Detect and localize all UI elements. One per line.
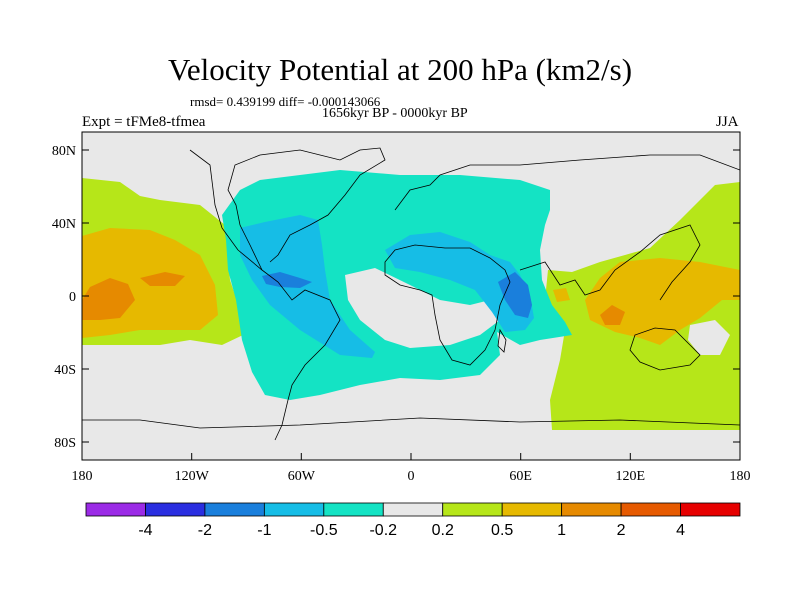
pacific-strong-region-2 xyxy=(140,272,185,286)
lon-tick-label: 180 xyxy=(72,469,93,484)
colorbar-label: -0.5 xyxy=(310,522,338,539)
caribbean-negative-region xyxy=(240,215,375,358)
period-subtitle: 1656kyr BP - 0000kyr BP xyxy=(322,106,468,121)
lat-tick-label: 0 xyxy=(69,290,76,305)
indian-moderate-region xyxy=(553,288,570,302)
lat-tick-label: 80S xyxy=(54,436,76,451)
east-africa-strong-region xyxy=(498,272,532,318)
coastlines xyxy=(82,147,740,441)
colorbar-swatch xyxy=(442,502,503,517)
colorbar-label: 0.5 xyxy=(491,522,513,539)
colorbar-swatch xyxy=(204,502,265,517)
colorbar-swatch xyxy=(620,502,681,517)
colorbar-swatch xyxy=(323,502,384,517)
lon-tick-label: 120E xyxy=(616,469,646,484)
colorbar-labels: -4 -2 -1 -0.5 -0.2 0.2 0.5 1 2 4 xyxy=(138,522,685,539)
lon-tick-label: 180 xyxy=(730,469,751,484)
chart-title: Velocity Potential at 200 hPa (km2/s) xyxy=(167,52,633,87)
africa-negative-region xyxy=(385,232,534,332)
colorbar xyxy=(85,502,741,517)
pacific-neutral-hole xyxy=(688,320,730,355)
colorbar-label: -0.2 xyxy=(369,522,397,539)
stats-text: rmsd= 0.439199 diff= -0.000143066 xyxy=(190,94,381,109)
experiment-label: Expt = tFMe8-tfmea xyxy=(82,114,206,130)
colorbar-label: 1 xyxy=(557,522,566,539)
lon-ticks xyxy=(81,453,741,460)
pacific-strong-region xyxy=(82,278,135,320)
colorbar-swatch xyxy=(145,502,206,517)
colorbar-swatch xyxy=(85,502,146,517)
lat-tick-label: 80N xyxy=(52,144,76,159)
lon-tick-label: 0 xyxy=(408,469,415,484)
lat-tick-label: 40N xyxy=(52,217,76,232)
lat-tick-label: 40S xyxy=(54,363,76,378)
south-america-neutral-hole xyxy=(345,268,500,348)
colorbar-swatch xyxy=(561,502,622,517)
colorbar-label: 0.2 xyxy=(432,522,454,539)
colorbar-swatch xyxy=(501,502,563,517)
west-pacific-moderate-region xyxy=(585,258,740,345)
colorbar-label: 2 xyxy=(617,522,626,539)
colorbar-label: -2 xyxy=(198,522,212,539)
lon-tick-label: 60W xyxy=(288,469,316,484)
colorbar-label: -1 xyxy=(257,522,271,539)
lon-tick-label: 60E xyxy=(509,469,532,484)
lon-tick-label: 120W xyxy=(175,469,210,484)
colorbar-label: -4 xyxy=(138,522,152,539)
colorbar-swatch xyxy=(263,502,325,517)
season-label: JJA xyxy=(716,114,739,130)
west-pacific-strong-region xyxy=(600,305,625,325)
colorbar-label: 4 xyxy=(676,522,685,539)
colorbar-swatch xyxy=(382,502,444,517)
caribbean-strong-region xyxy=(262,272,312,288)
lat-ticks xyxy=(82,149,740,443)
colorbar-swatch xyxy=(680,502,741,517)
